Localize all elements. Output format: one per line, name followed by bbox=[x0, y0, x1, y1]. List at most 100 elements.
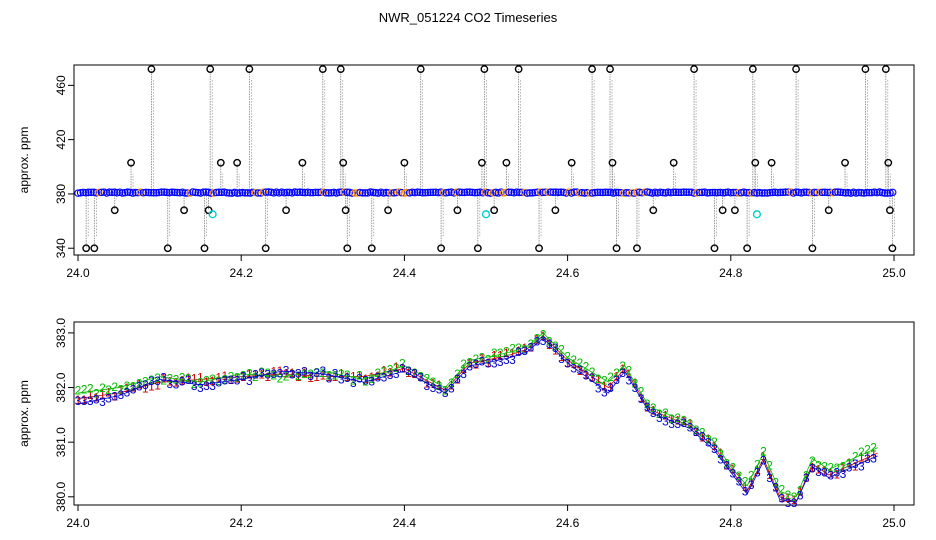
baseline-point bbox=[750, 188, 759, 197]
series-glyph-2: 2 bbox=[754, 457, 761, 471]
series-glyph-3: 3 bbox=[289, 368, 296, 382]
series-glyph-1: 1 bbox=[840, 461, 847, 475]
baseline-point bbox=[424, 188, 432, 197]
spike-point bbox=[792, 65, 800, 73]
baseline-point bbox=[614, 188, 623, 197]
baseline-point bbox=[306, 188, 315, 197]
baseline-point bbox=[358, 189, 367, 197]
y-axis-label: approx. ppm bbox=[17, 127, 31, 194]
baseline-point bbox=[317, 188, 325, 197]
spike-point bbox=[535, 244, 543, 253]
series-glyph-2: 2 bbox=[234, 371, 241, 385]
spike-point bbox=[245, 65, 254, 73]
spike-point bbox=[743, 244, 752, 253]
baseline-point bbox=[878, 188, 886, 197]
series-glyph-3: 3 bbox=[209, 379, 216, 393]
series-glyph-3: 3 bbox=[423, 379, 430, 393]
series-glyph-2: 2 bbox=[681, 414, 688, 428]
baseline-point bbox=[831, 188, 839, 196]
x-tick-label: 24.8 bbox=[719, 516, 743, 530]
series-glyph-2: 2 bbox=[130, 379, 137, 393]
series-glyph-2: 2 bbox=[687, 417, 694, 431]
baseline-point bbox=[779, 188, 787, 197]
series-glyph-2: 2 bbox=[93, 386, 100, 400]
series-glyph-1: 1 bbox=[509, 346, 516, 360]
series-glyph-3: 3 bbox=[576, 363, 583, 377]
series-glyph-2: 2 bbox=[136, 376, 143, 390]
series-glyph-3: 3 bbox=[564, 356, 571, 370]
baseline-point bbox=[168, 188, 176, 196]
baseline-point bbox=[238, 188, 247, 197]
series-glyph-2: 2 bbox=[711, 435, 718, 449]
series-glyph-1: 1 bbox=[350, 369, 357, 383]
spike-point bbox=[261, 244, 270, 253]
baseline-point bbox=[439, 188, 448, 197]
baseline-point bbox=[708, 188, 717, 197]
x-tick-label: 24.4 bbox=[393, 516, 417, 530]
series-glyph-2: 2 bbox=[766, 458, 773, 472]
series-glyph-2: 2 bbox=[393, 361, 400, 375]
series-glyph-2: 2 bbox=[625, 363, 632, 377]
series-glyph-3: 3 bbox=[191, 379, 198, 393]
baseline-point bbox=[489, 188, 497, 197]
series-glyph-3: 3 bbox=[772, 480, 779, 494]
baseline-point bbox=[834, 188, 842, 196]
baseline-point bbox=[575, 189, 584, 197]
series-glyph-3: 3 bbox=[558, 352, 565, 366]
series-glyph-1: 1 bbox=[270, 365, 277, 379]
series-glyph-3: 3 bbox=[93, 392, 100, 406]
series-glyph-3: 3 bbox=[326, 371, 333, 385]
series-glyph-3: 3 bbox=[509, 353, 516, 367]
plot-frame bbox=[73, 64, 915, 256]
series-glyph-2: 2 bbox=[117, 383, 124, 397]
baseline-point bbox=[638, 188, 646, 197]
spike-point bbox=[669, 158, 678, 167]
spike-point bbox=[751, 158, 760, 167]
spike-point bbox=[888, 244, 897, 253]
series-glyph-1: 1 bbox=[142, 382, 149, 396]
baseline-point bbox=[588, 189, 597, 197]
series-glyph-1: 1 bbox=[528, 340, 535, 354]
series-glyph-1: 1 bbox=[785, 491, 792, 505]
series-glyph-1: 1 bbox=[393, 360, 400, 374]
baseline-point bbox=[763, 189, 772, 197]
series-glyph-3: 3 bbox=[356, 372, 363, 386]
baseline-point bbox=[502, 188, 510, 197]
series-glyph-1: 1 bbox=[240, 370, 247, 384]
spike-point bbox=[490, 206, 499, 215]
baseline-point bbox=[870, 188, 879, 196]
baseline-point bbox=[408, 188, 416, 197]
baseline-point bbox=[398, 188, 406, 197]
spike-point bbox=[336, 65, 345, 73]
series-glyph-3: 3 bbox=[234, 373, 241, 387]
baseline-point bbox=[599, 188, 607, 197]
baseline-point bbox=[596, 188, 604, 197]
series-glyph-1: 1 bbox=[136, 378, 143, 392]
baseline-point bbox=[664, 188, 672, 196]
series-glyph-2: 2 bbox=[491, 346, 498, 360]
series-glyph-2: 2 bbox=[729, 460, 736, 474]
series-glyph-3: 3 bbox=[791, 496, 798, 510]
baseline-point bbox=[304, 188, 312, 197]
series-glyph-3: 3 bbox=[546, 337, 553, 351]
baseline-point bbox=[194, 188, 202, 197]
baseline-point bbox=[518, 188, 526, 197]
series-glyph-3: 3 bbox=[742, 484, 749, 498]
series-glyph-2: 2 bbox=[430, 375, 437, 389]
series-glyph-3: 3 bbox=[754, 465, 761, 479]
series-line-1 bbox=[77, 335, 878, 503]
spike-point bbox=[216, 158, 225, 167]
series-glyph-3: 3 bbox=[277, 366, 284, 380]
series-glyph-1: 1 bbox=[540, 329, 547, 343]
y-tick-label: 460 bbox=[54, 75, 68, 95]
baseline-point bbox=[716, 188, 725, 197]
series-glyph-3: 3 bbox=[215, 376, 222, 390]
series-glyph-2: 2 bbox=[699, 426, 706, 440]
baseline-point bbox=[191, 188, 200, 197]
baseline-point bbox=[471, 188, 479, 197]
baseline-point bbox=[176, 189, 184, 197]
series-glyph-1: 1 bbox=[797, 484, 804, 498]
series-glyph-1: 1 bbox=[595, 373, 602, 387]
spike-point bbox=[298, 158, 307, 167]
